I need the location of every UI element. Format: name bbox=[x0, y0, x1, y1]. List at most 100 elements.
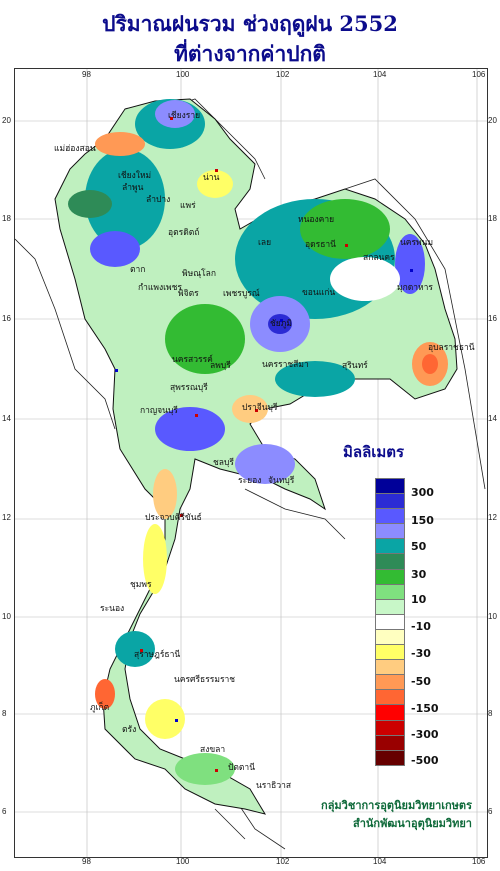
neighbour-borders bbox=[14, 98, 486, 850]
place-label: แม่ฮ่องสอน bbox=[54, 144, 96, 154]
legend-label: -500 bbox=[411, 754, 439, 767]
anomaly-shading bbox=[68, 99, 448, 785]
legend-label: -10 bbox=[411, 620, 431, 633]
lat-tick: 20 bbox=[488, 116, 497, 125]
legend-label: 30 bbox=[411, 568, 427, 581]
legend-label: 150 bbox=[411, 514, 434, 527]
lat-tick: 6 bbox=[488, 807, 493, 816]
legend-label: 300 bbox=[411, 486, 434, 499]
lat-tick: 12 bbox=[2, 513, 11, 522]
place-label: ภูเก็ต bbox=[90, 703, 110, 713]
place-label: อุดรธานี bbox=[305, 240, 336, 250]
legend-swatch bbox=[375, 645, 405, 661]
lat-tick: 8 bbox=[2, 709, 7, 718]
place-label: ชลบุรี bbox=[213, 458, 234, 468]
place-label: เชียงราย bbox=[168, 111, 201, 121]
legend-swatch bbox=[375, 524, 405, 540]
place-label: ลำปาง bbox=[146, 195, 171, 205]
lon-tick: 100 bbox=[176, 857, 190, 866]
place-label: นครพนม bbox=[400, 238, 434, 248]
lat-tick: 8 bbox=[488, 709, 493, 718]
lat-tick: 10 bbox=[2, 612, 11, 621]
lon-tick: 106 bbox=[472, 857, 486, 866]
legend-swatch bbox=[375, 675, 405, 691]
lat-tick: 20 bbox=[2, 116, 11, 125]
legend-swatch bbox=[375, 614, 405, 630]
map-frame bbox=[14, 68, 488, 858]
credit-line-2: สำนักพัฒนาอุตุนิยมวิทยา bbox=[353, 817, 472, 830]
legend-swatch bbox=[375, 599, 405, 615]
legend-swatch bbox=[375, 660, 405, 676]
lon-tick: 104 bbox=[373, 70, 387, 79]
legend-swatch bbox=[375, 509, 405, 525]
place-label: จันทบุรี bbox=[268, 476, 295, 486]
place-label: กาญจนบุรี bbox=[140, 406, 178, 416]
place-label: มุกดาหาร bbox=[397, 283, 433, 293]
legend-swatch bbox=[375, 554, 405, 570]
place-label: ประจวบคีรีขันธ์ bbox=[145, 513, 202, 523]
place-label: นครราชสีมา bbox=[262, 360, 309, 370]
place-label: ขอนแก่น bbox=[302, 288, 336, 298]
place-label: เพชรบูรณ์ bbox=[223, 289, 260, 299]
legend-swatch bbox=[375, 750, 405, 766]
place-label: เชียงใหม่ bbox=[118, 171, 152, 181]
place-label: ระนอง bbox=[100, 604, 125, 614]
place-label: สุรินทร์ bbox=[342, 361, 368, 371]
place-label: สุราษฎร์ธานี bbox=[134, 650, 181, 660]
legend-title: มิลลิเมตร bbox=[343, 443, 405, 461]
place-label: นครสวรรค์ bbox=[172, 355, 213, 365]
place-label: สุพรรณบุรี bbox=[170, 383, 208, 393]
place-label: แพร่ bbox=[180, 201, 196, 211]
place-label: นครศรีธรรมราช bbox=[174, 675, 236, 685]
place-label: น่าน bbox=[203, 173, 220, 183]
place-label: ปราจีนบุรี bbox=[242, 403, 278, 413]
lat-tick: 18 bbox=[488, 214, 497, 223]
place-label: สงขลา bbox=[200, 745, 226, 755]
place-label: ชุมพร bbox=[130, 580, 152, 590]
place-label: ระยอง bbox=[238, 476, 262, 486]
place-label: สกลนคร bbox=[363, 253, 395, 263]
legend-label: 10 bbox=[411, 593, 427, 606]
lon-tick: 104 bbox=[373, 857, 387, 866]
lat-tick: 14 bbox=[2, 414, 11, 423]
place-label: เลย bbox=[258, 238, 272, 248]
legend-label: -50 bbox=[411, 675, 431, 688]
legend-swatch bbox=[375, 478, 405, 495]
legend-swatch bbox=[375, 494, 405, 510]
lat-tick: 16 bbox=[2, 314, 11, 323]
lat-tick: 10 bbox=[488, 612, 497, 621]
legend-label: -300 bbox=[411, 728, 439, 741]
place-label: พิษณุโลก bbox=[182, 269, 217, 279]
place-label: ปัตตานี bbox=[228, 763, 256, 773]
legend-swatch bbox=[375, 705, 405, 721]
legend-swatch bbox=[375, 629, 405, 646]
lon-tick: 100 bbox=[176, 70, 190, 79]
legend-swatch bbox=[375, 720, 405, 736]
place-label: อุบลราชธานี bbox=[428, 343, 475, 353]
legend-label: 50 bbox=[411, 540, 427, 553]
legend-swatch bbox=[375, 539, 405, 555]
lat-tick: 16 bbox=[488, 314, 497, 323]
map-subtitle: ที่ต่างจากค่าปกติ bbox=[174, 41, 326, 66]
lat-tick: 6 bbox=[2, 807, 7, 816]
color-legend bbox=[375, 478, 405, 766]
legend-swatch bbox=[375, 735, 405, 751]
place-label: ตาก bbox=[130, 265, 146, 275]
place-label: ลำพูน bbox=[122, 183, 144, 193]
lat-tick: 12 bbox=[488, 513, 497, 522]
place-label: ตรัง bbox=[122, 725, 137, 735]
lon-tick: 98 bbox=[82, 70, 91, 79]
station-dots bbox=[115, 117, 413, 772]
lon-tick: 106 bbox=[472, 70, 486, 79]
lat-tick: 18 bbox=[2, 214, 11, 223]
place-label: อุตรดิตถ์ bbox=[168, 228, 200, 238]
lat-tick: 14 bbox=[488, 414, 497, 423]
lon-tick: 98 bbox=[82, 857, 91, 866]
legend-swatch bbox=[375, 690, 405, 706]
credit-line-1: กลุ่มวิชาการอุตุนิยมวิทยาเกษตร bbox=[321, 799, 472, 812]
legend-swatch bbox=[375, 584, 405, 600]
place-label: หนองคาย bbox=[298, 215, 335, 225]
place-label: ลพบุรี bbox=[210, 361, 231, 371]
lon-tick: 102 bbox=[276, 857, 290, 866]
legend-swatch bbox=[375, 569, 405, 585]
